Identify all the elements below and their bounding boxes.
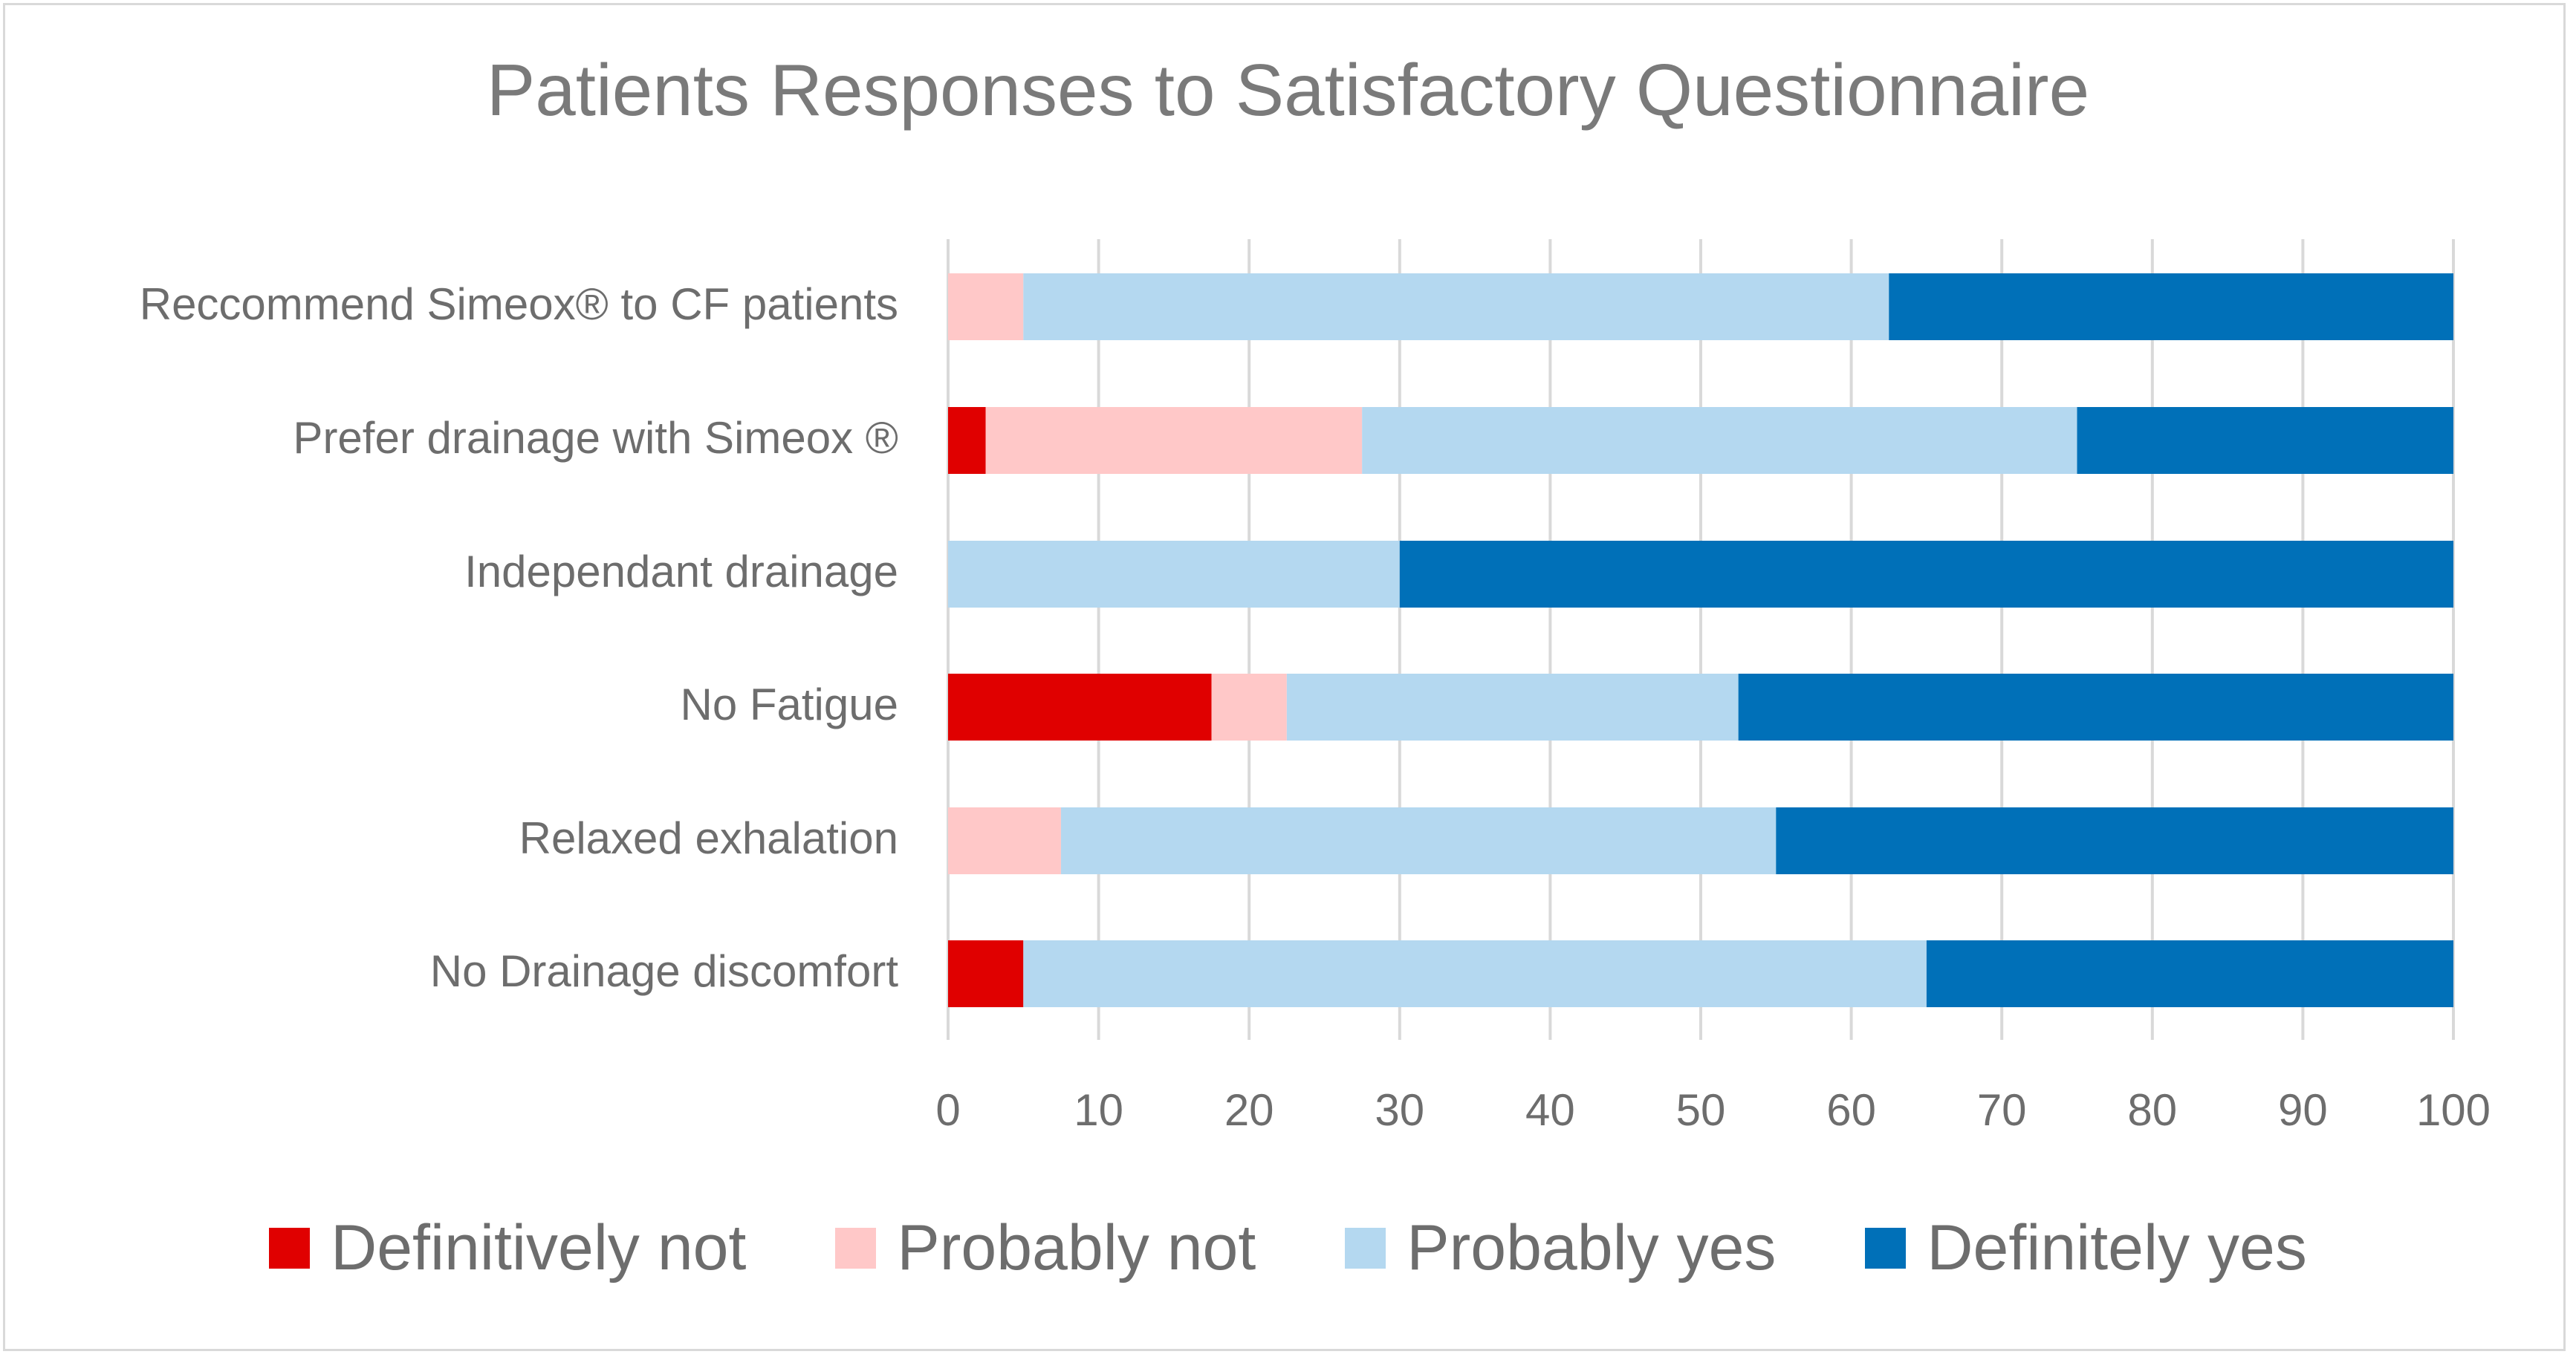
category-label: Prefer drainage with Simeox ® — [293, 413, 898, 463]
x-tick-label: 80 — [2127, 1085, 2178, 1135]
legend-swatch — [269, 1227, 311, 1269]
x-tick-label: 30 — [1375, 1085, 1425, 1135]
bar-segment — [948, 940, 1024, 1007]
x-tick-label: 40 — [1525, 1085, 1575, 1135]
bar-segment — [1286, 674, 1739, 741]
category-label: No Fatigue — [680, 680, 899, 729]
legend-label: Probably not — [897, 1212, 1256, 1283]
category-label: Relaxed exhalation — [519, 813, 898, 863]
bar-segment — [948, 674, 1212, 741]
bar-segment — [1399, 541, 2453, 608]
bar-segment — [948, 407, 986, 474]
x-tick-label: 20 — [1224, 1085, 1274, 1135]
category-label: Independant drainage — [464, 547, 898, 596]
bar-segment — [1362, 407, 2077, 474]
legend-item: Definitely yes — [1865, 1212, 2307, 1283]
legend-item: Definitively not — [269, 1216, 746, 1280]
legend-label: Definitively not — [331, 1212, 747, 1283]
bar-segment — [1926, 940, 2453, 1007]
category-label: No Drainage discomfort — [429, 946, 898, 996]
chart-title: Patients Responses to Satisfactory Quest… — [486, 49, 2090, 131]
bar-segment — [1023, 273, 1889, 340]
x-tick-label: 100 — [2416, 1085, 2491, 1135]
x-tick-label: 90 — [2278, 1085, 2328, 1135]
bar-segment — [1776, 807, 2453, 874]
legend-label: Definitely yes — [1927, 1212, 2307, 1283]
legend-swatch — [835, 1227, 877, 1269]
legend-swatch — [1865, 1227, 1907, 1269]
legend-item: Probably not — [835, 1216, 1256, 1280]
legend-item: Probably yes — [1345, 1216, 1776, 1280]
x-tick-label: 60 — [1826, 1085, 1876, 1135]
bar-segment — [1023, 940, 1927, 1007]
legend: Definitively not Probably not Probably yes… — [0, 1211, 2576, 1285]
category-label: Reccommend Simeox® to CF patients — [139, 279, 898, 329]
x-tick-label: 0 — [935, 1085, 961, 1135]
bar-segment — [985, 407, 1363, 474]
legend-label: Probably yes — [1407, 1212, 1777, 1283]
bar-segment — [1211, 674, 1287, 741]
bar-segment — [948, 273, 1024, 340]
legend-swatch — [1345, 1227, 1386, 1269]
x-tick-label: 70 — [1976, 1085, 2027, 1135]
bar-segment — [948, 541, 1400, 608]
bar-segment — [1889, 273, 2453, 340]
bar-segment — [2077, 407, 2453, 474]
x-tick-label: 50 — [1675, 1085, 1726, 1135]
bar-segment — [948, 807, 1061, 874]
bar-segment — [1738, 674, 2453, 741]
x-tick-label: 10 — [1074, 1085, 1123, 1135]
bar-segment — [1060, 807, 1777, 874]
